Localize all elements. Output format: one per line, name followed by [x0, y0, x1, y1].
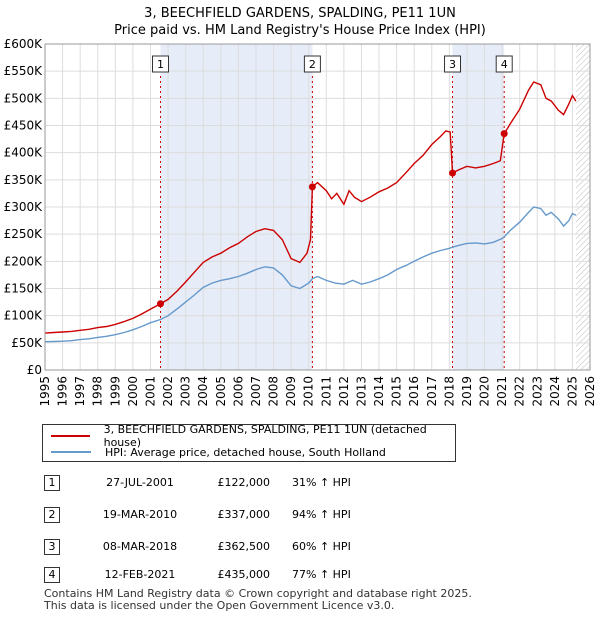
transaction-hpi-change: 60% ↑ HPI [292, 540, 351, 553]
x-tick-label: 2015 [390, 376, 404, 407]
x-tick-label: 2011 [319, 376, 333, 407]
transaction-point [157, 300, 165, 308]
x-tick-label: 2021 [495, 376, 509, 407]
transaction-price: £337,000 [217, 508, 271, 521]
x-tick-label: 1999 [108, 376, 122, 407]
transaction-point [308, 183, 316, 191]
transaction-label: 4 [501, 58, 508, 71]
transaction-hpi-change: 77% ↑ HPI [292, 568, 351, 581]
x-tick-label: 2013 [354, 376, 368, 407]
x-tick-label: 2002 [161, 376, 175, 407]
x-tick-label: 2022 [513, 376, 527, 407]
x-tick-label: 1995 [38, 376, 52, 407]
x-tick-label: 2004 [196, 376, 210, 407]
x-tick-label: 2018 [442, 376, 456, 407]
transaction-date: 27-JUL-2001 [106, 476, 174, 489]
hpi-series-line [44, 206, 577, 343]
x-tick-label: 1997 [73, 376, 87, 407]
y-tick-label: £200K [4, 254, 44, 268]
x-tick-label: 2016 [407, 376, 421, 407]
chart-title: 3, BEECHFIELD GARDENS, SPALDING, PE11 1U… [144, 6, 456, 21]
legend-swatch-hpi [51, 451, 91, 453]
transaction-label: 1 [157, 58, 164, 71]
legend-swatch-property [51, 435, 90, 437]
x-tick-label: 2025 [565, 376, 579, 407]
y-tick-label: £250K [4, 227, 44, 241]
x-tick-label: 2001 [143, 376, 157, 407]
transaction-date: 08-MAR-2018 [102, 540, 178, 553]
plot-frame [44, 43, 591, 371]
transaction-label-box [495, 55, 513, 73]
x-tick-label: 2008 [267, 376, 281, 407]
y-tick-label: £50K [11, 336, 43, 350]
y-tick-label: £400K [4, 146, 44, 160]
y-tick-label: £150K [4, 282, 44, 296]
legend-label-property: 3, BEECHFIELD GARDENS, SPALDING, PE11 1U… [103, 423, 427, 449]
y-tick-label: £500K [4, 91, 44, 105]
x-tick-label: 2012 [337, 376, 351, 407]
y-tick-label: £550K [4, 64, 44, 78]
transaction-hpi-change: 31% ↑ HPI [292, 476, 351, 489]
attribution-footer: Contains HM Land Registry data © Crown c… [44, 588, 472, 612]
x-tick-label: 1998 [91, 376, 105, 407]
x-tick-label: 2007 [249, 376, 263, 407]
transaction-number: 4 [44, 567, 60, 583]
x-tick-label: 2005 [214, 376, 228, 407]
transaction-point [500, 130, 508, 138]
license-line: This data is licensed under the Open Gov… [44, 599, 395, 612]
transaction-date: 12-FEB-2021 [104, 568, 176, 581]
transaction-number: 2 [44, 507, 60, 523]
transaction-label-box [152, 55, 170, 73]
transaction-point [449, 169, 457, 177]
y-tick-label: £0 [27, 363, 42, 377]
transaction-label-box [303, 55, 321, 73]
attribution-line: Contains HM Land Registry data © Crown c… [44, 587, 472, 600]
transaction-price: £435,000 [217, 568, 271, 581]
x-tick-label: 2014 [372, 376, 386, 407]
x-tick-label: 2026 [583, 376, 597, 407]
transaction-hpi-change: 94% ↑ HPI [292, 508, 351, 521]
transaction-number: 3 [44, 539, 60, 555]
legend-label-hpi: HPI: Average price, detached house, Sout… [105, 445, 386, 459]
legend-item-hpi: HPI: Average price, detached house, Sout… [51, 444, 386, 460]
y-tick-label: £100K [4, 309, 44, 323]
x-tick-label: 2010 [302, 376, 316, 407]
x-tick-label: 2000 [126, 376, 140, 407]
transaction-price: £362,500 [217, 540, 271, 553]
x-tick-label: 2006 [231, 376, 245, 407]
price-chart: 3, BEECHFIELD GARDENS, SPALDING, PE11 1U… [4, 6, 597, 407]
x-tick-label: 2003 [179, 376, 193, 407]
y-tick-label: £350K [4, 173, 44, 187]
x-tick-label: 2017 [425, 376, 439, 407]
y-tick-label: £300K [4, 200, 44, 214]
y-tick-label: £450K [4, 119, 44, 133]
x-tick-label: 1996 [56, 376, 70, 407]
x-tick-label: 2020 [478, 376, 492, 407]
transaction-label-box [444, 55, 462, 73]
legend-item-property: 3, BEECHFIELD GARDENS, SPALDING, PE11 1U… [51, 423, 455, 449]
x-tick-label: 2019 [460, 376, 474, 407]
legend: 3, BEECHFIELD GARDENS, SPALDING, PE11 1U… [42, 423, 456, 462]
x-tick-label: 2009 [284, 376, 298, 407]
transaction-label: 2 [309, 58, 316, 71]
y-tick-label: £600K [4, 37, 44, 51]
transaction-number: 1 [44, 475, 60, 491]
transaction-date: 19-MAR-2010 [102, 508, 178, 521]
x-tick-label: 2024 [548, 376, 562, 407]
x-tick-label: 2023 [530, 376, 544, 407]
transaction-label: 3 [449, 58, 456, 71]
transaction-price: £122,000 [217, 476, 271, 489]
chart-subtitle: Price paid vs. HM Land Registry's House … [114, 23, 486, 38]
